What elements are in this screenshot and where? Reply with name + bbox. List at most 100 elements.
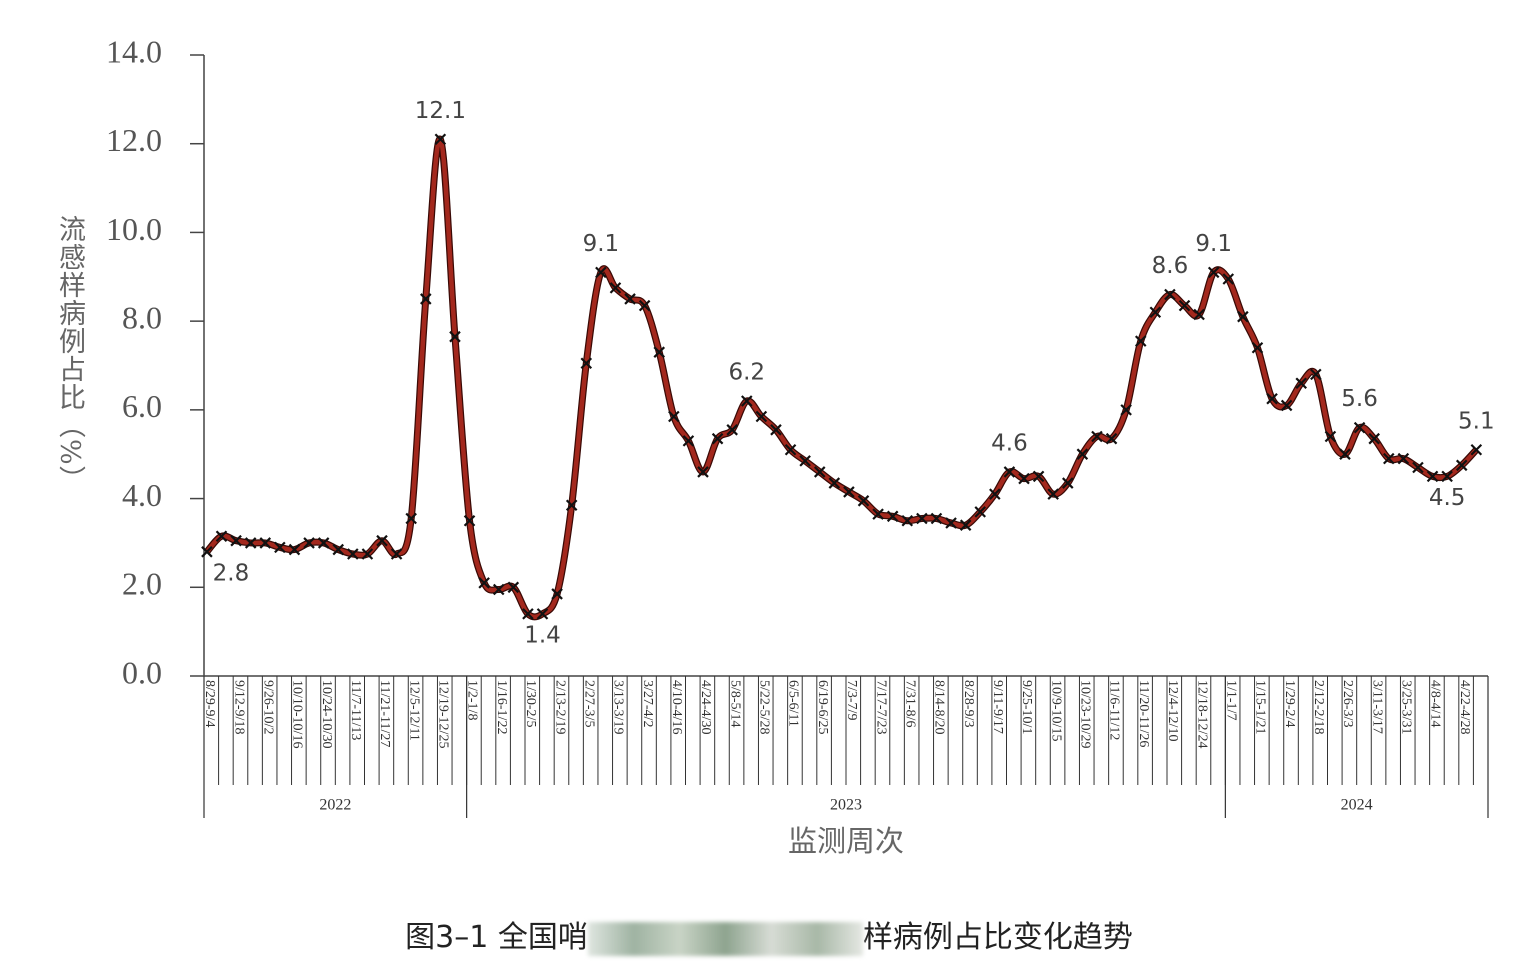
point-marker xyxy=(1003,466,1016,478)
point-marker xyxy=(1237,310,1249,323)
point-marker xyxy=(813,466,826,478)
x-tick-label: 8/29-9/4 xyxy=(202,680,217,727)
x-tick-label: 2/12-2/18 xyxy=(1311,680,1326,734)
marker-cross xyxy=(492,583,505,596)
point-marker xyxy=(1251,341,1264,354)
point-marker xyxy=(580,357,593,370)
marker-cross xyxy=(799,455,811,467)
x-tick-label: 7/17-7/23 xyxy=(873,680,888,734)
marker-cross xyxy=(303,537,315,549)
marker-cross xyxy=(784,444,797,456)
y-tick-label: 14.0 xyxy=(106,33,162,69)
data-label: 1.4 xyxy=(524,622,561,648)
x-tick-label: 12/5-12/11 xyxy=(406,680,421,741)
point-marker xyxy=(682,435,695,447)
x-tick-label: 1/29-2/4 xyxy=(1282,680,1297,727)
group-label: 2024 xyxy=(1341,797,1373,814)
marker-cross xyxy=(1310,368,1322,381)
marker-cross xyxy=(1339,448,1351,460)
x-tick-label: 2/13-2/19 xyxy=(552,680,567,734)
marker-cross xyxy=(1105,432,1118,445)
point-marker xyxy=(1105,432,1118,445)
marker-cross xyxy=(361,548,374,560)
point-marker xyxy=(843,486,855,498)
point-marker xyxy=(1091,430,1103,443)
marker-cross xyxy=(959,519,972,531)
point-marker xyxy=(1383,452,1395,465)
x-tick-label: 1/1-1/7 xyxy=(1223,680,1238,720)
marker-cross xyxy=(1455,459,1468,472)
marker-cross xyxy=(1062,477,1074,489)
point-marker xyxy=(595,266,607,279)
point-marker xyxy=(989,488,1001,500)
point-marker xyxy=(536,608,549,620)
marker-cross xyxy=(478,577,490,589)
point-marker xyxy=(215,530,228,543)
marker-cross xyxy=(551,588,563,600)
point-marker xyxy=(1455,459,1468,472)
marker-cross xyxy=(522,608,534,620)
point-marker xyxy=(565,499,578,512)
data-label: 2.8 xyxy=(213,560,250,586)
marker-cross xyxy=(1353,421,1366,434)
point-marker xyxy=(420,293,432,305)
marker-cross xyxy=(1426,470,1439,483)
x-tick-label: 4/10-4/16 xyxy=(669,680,684,734)
point-marker xyxy=(916,512,928,525)
marker-cross xyxy=(420,293,432,305)
data-label: 5.1 xyxy=(1458,408,1495,434)
x-tick-label: 7/31-8/6 xyxy=(902,680,917,727)
marker-cross xyxy=(259,537,272,549)
marker-cross xyxy=(288,543,301,556)
x-tick-label: 11/7-11/13 xyxy=(348,680,363,740)
marker-cross xyxy=(1120,404,1132,416)
point-marker xyxy=(1353,421,1366,434)
point-marker xyxy=(288,543,301,556)
x-tick-label: 11/6-11/12 xyxy=(1107,680,1122,740)
point-marker xyxy=(347,548,359,560)
point-marker xyxy=(507,581,520,594)
point-marker xyxy=(361,548,374,560)
point-marker xyxy=(1310,368,1322,381)
marker-cross xyxy=(653,346,666,358)
marker-cross xyxy=(668,410,680,423)
x-tick-label: 3/13-3/19 xyxy=(611,680,626,734)
point-marker xyxy=(741,395,753,407)
marker-cross xyxy=(1397,452,1410,465)
x-tick-label: 2/26-3/3 xyxy=(1340,680,1355,727)
marker-cross xyxy=(536,608,549,620)
point-marker xyxy=(317,537,330,549)
point-marker xyxy=(1134,335,1147,347)
point-marker xyxy=(901,514,914,527)
x-tick-label: 6/19-6/25 xyxy=(815,680,830,734)
point-marker xyxy=(711,432,724,445)
y-tick-label: 10.0 xyxy=(106,211,162,247)
x-tick-label: 3/27-4/2 xyxy=(640,680,655,727)
point-marker xyxy=(434,133,447,146)
point-marker xyxy=(1032,470,1045,483)
marker-cross xyxy=(1280,399,1293,412)
point-marker xyxy=(405,512,417,525)
marker-cross xyxy=(390,548,403,560)
marker-cross xyxy=(1164,288,1176,301)
point-marker xyxy=(624,293,636,305)
x-tick-label: 7/3-7/9 xyxy=(844,680,859,720)
point-marker xyxy=(463,514,476,527)
marker-cross xyxy=(726,424,738,436)
marker-cross xyxy=(449,330,461,343)
marker-cross xyxy=(347,548,359,560)
marker-cross xyxy=(1441,470,1453,483)
marker-cross xyxy=(813,466,826,478)
line xyxy=(205,137,1478,620)
point-marker xyxy=(1368,432,1380,445)
line-outline xyxy=(204,135,1479,621)
x-tick-label: 4/8-4/14 xyxy=(1428,680,1443,727)
marker-cross xyxy=(1193,308,1205,321)
marker-cross xyxy=(711,432,724,445)
point-marker xyxy=(828,477,841,489)
point-marker xyxy=(1397,452,1410,465)
point-marker xyxy=(872,508,884,520)
marker-cross xyxy=(828,477,841,489)
point-marker xyxy=(697,466,709,478)
